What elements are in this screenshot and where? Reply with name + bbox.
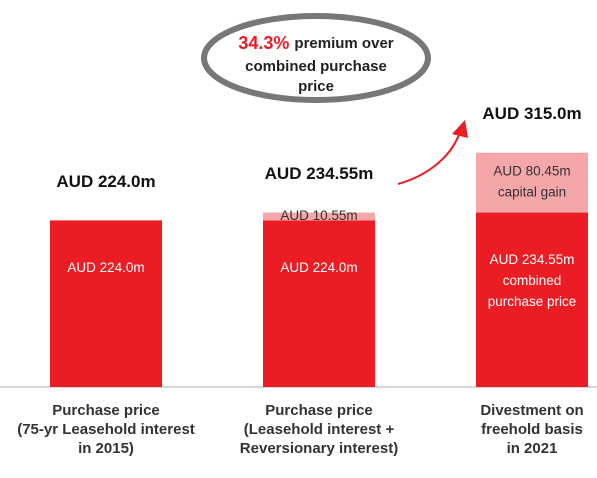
bar-segment: [263, 212, 375, 221]
callout-ellipse: [201, 13, 431, 103]
x-tick-label: Divestment on: [480, 402, 583, 419]
total-label: AUD 234.55m: [265, 164, 374, 183]
bar-segment: [476, 152, 588, 213]
segment-label: AUD 10.55m: [280, 208, 357, 223]
segment-label: AUD 224.0m: [280, 260, 357, 275]
x-tick-label: Reversionary interest): [240, 440, 398, 457]
segment-label: capital gain: [498, 185, 566, 200]
x-tick-label: in 2015): [78, 440, 134, 457]
arrow-body: [398, 132, 460, 184]
x-tick-label: Purchase price: [265, 402, 373, 419]
x-tick-label: freehold basis: [481, 421, 583, 438]
segment-label: AUD 224.0m: [67, 260, 144, 275]
total-label: AUD 315.0m: [482, 104, 581, 123]
bar-segment: [263, 220, 375, 387]
segment-label: AUD 234.55m: [490, 252, 575, 267]
bar-segment: [476, 212, 588, 387]
annotation-line: 34.3% premium over: [238, 33, 393, 53]
x-tick-label: (Leasehold interest +: [244, 421, 395, 438]
bar-segment: [50, 220, 162, 387]
segment-label: combined: [503, 273, 562, 288]
arrow-head: [452, 120, 468, 138]
annotation-line: price: [298, 78, 334, 95]
annotation-text: premium over: [294, 35, 393, 52]
annotation-line: combined purchase: [245, 58, 387, 75]
annotation-highlight: 34.3%: [238, 33, 289, 53]
arrow: [397, 131, 461, 185]
x-tick-label: in 2021: [507, 440, 558, 457]
x-tick-label: (75-yr Leasehold interest: [17, 421, 195, 438]
segment-label: AUD 80.45m: [493, 164, 570, 179]
x-tick-label: Purchase price: [52, 402, 160, 419]
segment-label: purchase price: [488, 294, 577, 309]
total-label: AUD 224.0m: [56, 172, 155, 191]
